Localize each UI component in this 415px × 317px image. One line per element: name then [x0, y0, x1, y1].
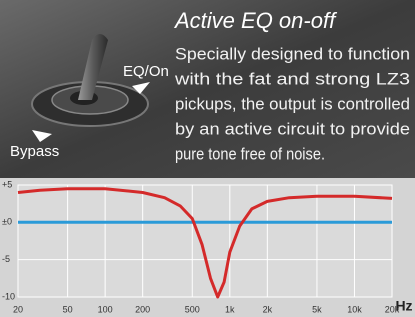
x-tick-label: 200 [135, 304, 150, 314]
x-tick-label: 20k [385, 304, 400, 314]
description-line: pure tone free of noise. [175, 144, 325, 163]
x-tick-label: 10k [347, 304, 362, 314]
x-tick-label: 100 [98, 304, 113, 314]
y-tick-label: -10 [2, 291, 15, 301]
x-tick-label: 500 [185, 304, 200, 314]
description-line: by an active circuit to provide [175, 119, 410, 138]
x-tick-label: 50 [63, 304, 73, 314]
switch-on-label: EQ/On [123, 63, 169, 80]
x-tick-label: 5k [312, 304, 322, 314]
description-line: Specially designed to function [175, 44, 410, 63]
page: {"header": {"title": "Active EQ on-off"}… [0, 0, 415, 317]
plot-area [18, 185, 392, 297]
description-line: with the fat and strong LZ3 [174, 69, 410, 88]
x-tick-label: 2k [263, 304, 273, 314]
x-tick-label: 20 [13, 304, 23, 314]
y-tick-label: -5 [2, 254, 10, 264]
switch-off-label: Bypass [10, 143, 59, 160]
y-tick-label: +5 [2, 179, 12, 189]
title: Active EQ on-off [173, 8, 338, 33]
y-tick-label: ±0 [2, 217, 12, 227]
description-line: pickups, the output is controlled [175, 94, 410, 113]
page-canvas: Active EQ on-off Specially designed to f… [0, 0, 415, 317]
x-tick-label: 1k [225, 304, 235, 314]
